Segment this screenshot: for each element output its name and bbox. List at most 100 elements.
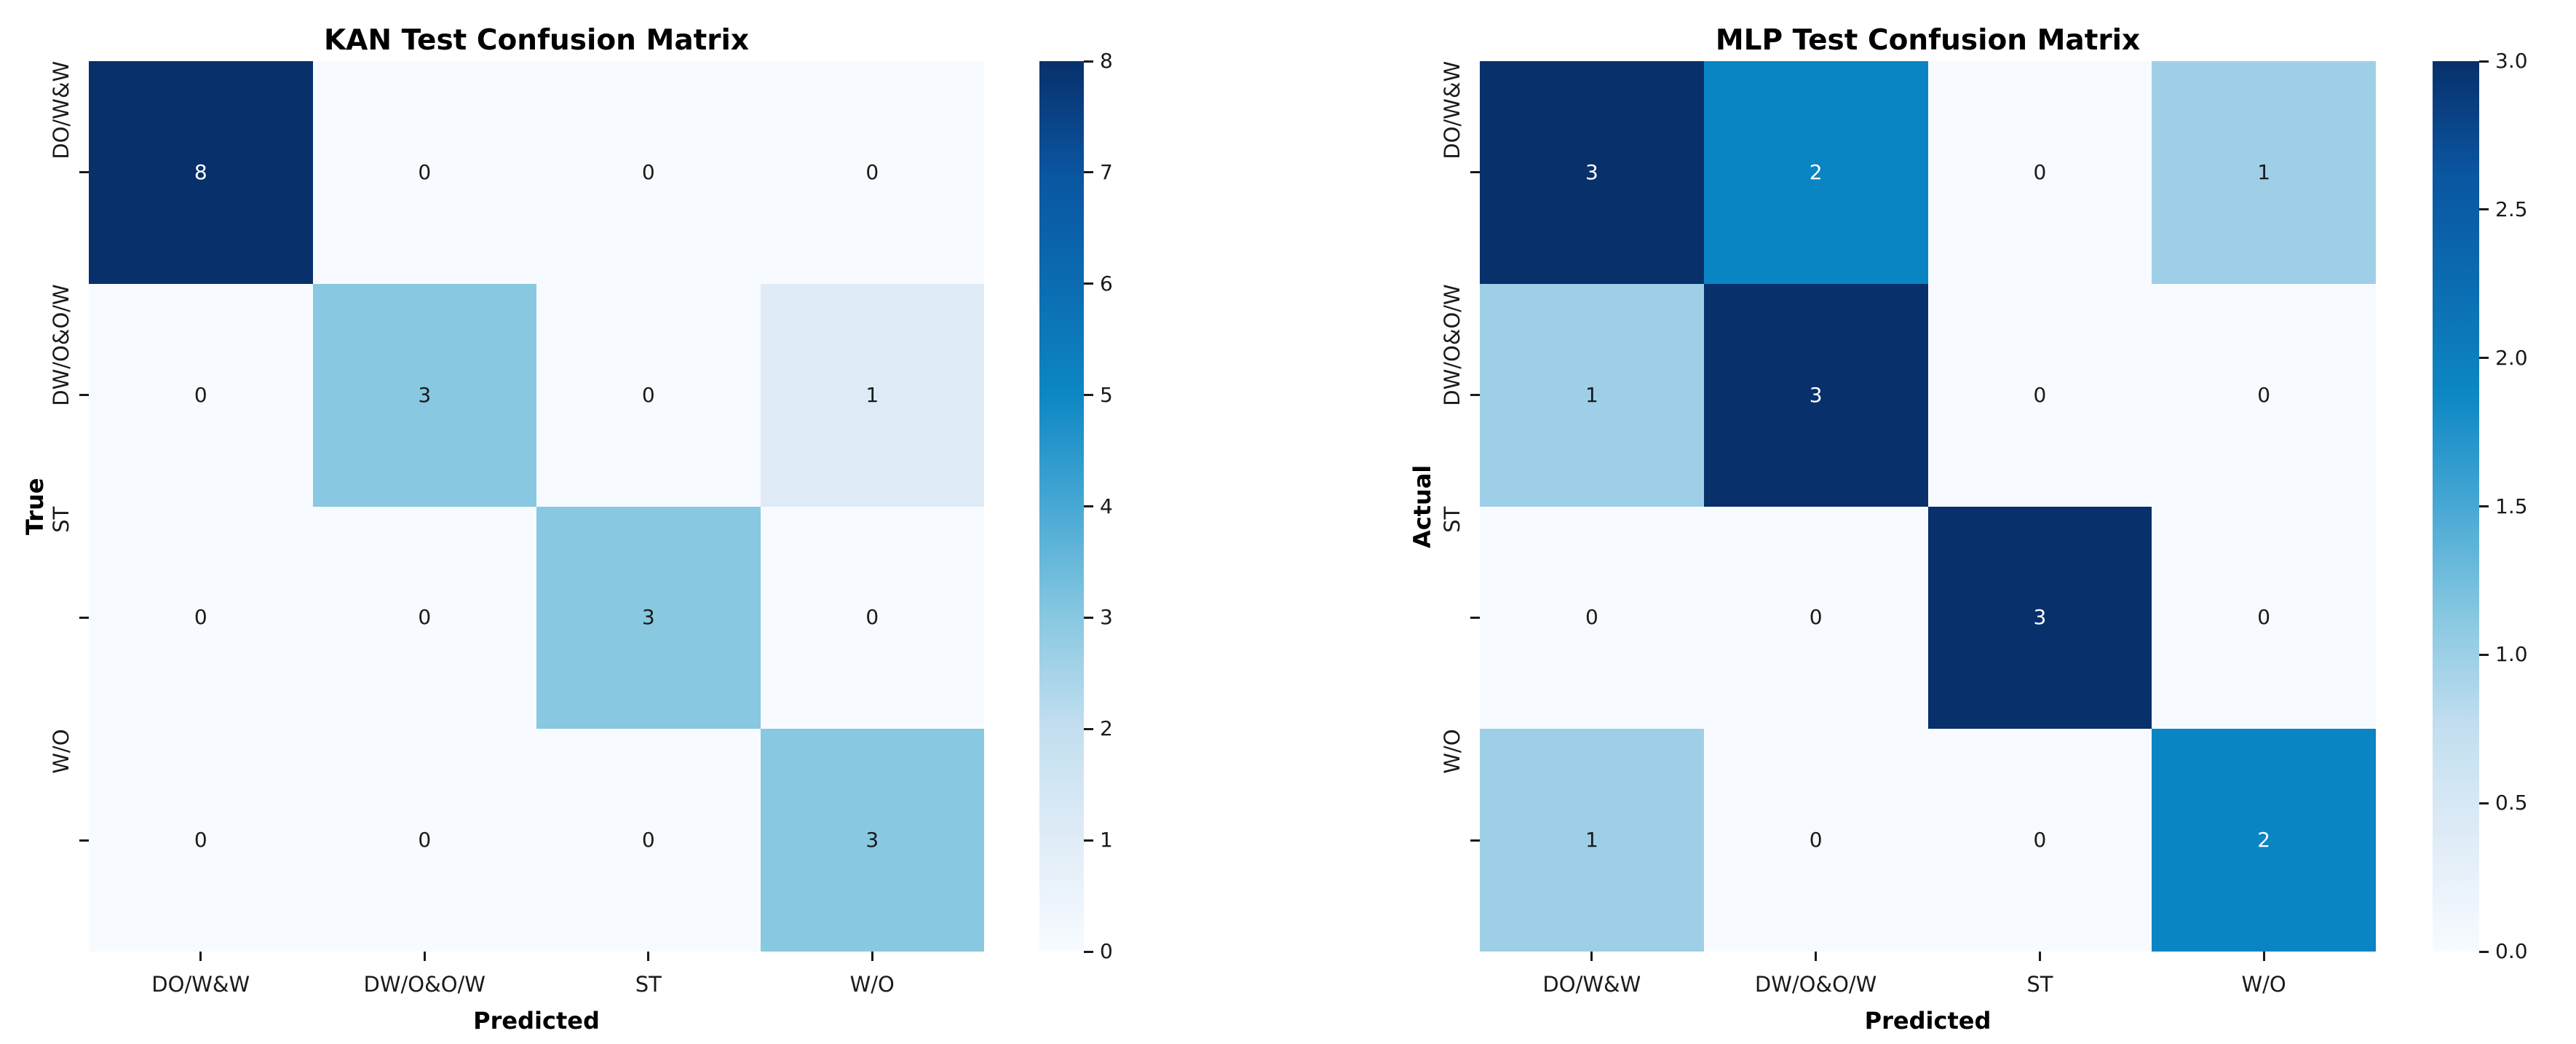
cell-value: 0 <box>1809 605 1823 630</box>
colorbar-tick-mark <box>2479 60 2489 63</box>
cell-value: 0 <box>2033 159 2047 184</box>
cell-value: 0 <box>865 159 879 184</box>
chart-title: KAN Test Confusion Matrix <box>323 24 750 57</box>
colorbar-tick-label: 8 <box>1100 49 1113 73</box>
chart-title: MLP Test Confusion Matrix <box>1715 24 2141 57</box>
colorbar-tick-label: 2 <box>1100 716 1113 741</box>
colorbar <box>1039 61 1084 952</box>
colorbar-tick-mark <box>1084 616 1093 619</box>
heatmap-cell-r3c3: 3 <box>760 729 984 952</box>
heatmap-cell-r3c0: 1 <box>1480 729 1704 952</box>
colorbar-tick-label: 2.5 <box>2495 197 2528 221</box>
x-tick-label: W/O <box>849 972 895 997</box>
heatmap-cell-r1c0: 0 <box>89 283 313 507</box>
cell-value: 1 <box>865 382 879 407</box>
heatmap-cell-r3c2: 0 <box>1927 729 2152 952</box>
colorbar-tick-label: 6 <box>1100 271 1113 296</box>
heatmap-cell-r2c1: 0 <box>1703 506 1928 729</box>
heatmap-cell-r0c3: 1 <box>2152 61 2376 284</box>
cell-value: 3 <box>1809 382 1823 407</box>
y-tick-mark <box>79 171 89 174</box>
x-tick-mark <box>2262 952 2265 961</box>
cell-value: 0 <box>418 159 432 184</box>
colorbar-tick-mark <box>2479 653 2489 656</box>
y-tick-label: W/O <box>49 729 74 774</box>
cell-value: 3 <box>1585 159 1598 184</box>
colorbar-tick-label: 2.0 <box>2495 345 2528 370</box>
cell-value: 0 <box>641 159 655 184</box>
heatmap-cell-r3c2: 0 <box>536 729 761 952</box>
y-tick-mark <box>79 616 89 619</box>
colorbar-tick-mark <box>1084 60 1093 63</box>
cell-value: 1 <box>2257 159 2271 184</box>
y-tick-mark <box>79 394 89 397</box>
heatmap-cell-r0c1: 2 <box>1703 61 1928 284</box>
colorbar <box>2433 61 2479 952</box>
x-tick-label: W/O <box>2241 972 2286 997</box>
colorbar-tick-mark <box>1084 950 1093 953</box>
colorbar-tick-mark <box>1084 171 1093 174</box>
colorbar-tick-mark <box>1084 839 1093 842</box>
x-tick-label: ST <box>635 972 662 997</box>
y-tick-mark <box>1470 171 1480 174</box>
heatmap-cell-r3c3: 2 <box>2152 729 2376 952</box>
colorbar-tick-label: 0 <box>1100 939 1113 963</box>
x-tick-mark <box>871 952 873 961</box>
cell-value: 3 <box>641 605 655 630</box>
colorbar-tick-label: 3 <box>1100 605 1113 630</box>
colorbar-tick-mark <box>1084 727 1093 730</box>
x-tick-mark <box>199 952 202 961</box>
cell-value: 0 <box>1585 605 1598 630</box>
x-axis-label: Predicted <box>1864 1007 1992 1035</box>
heatmap-cell-r0c0: 3 <box>1480 61 1704 284</box>
cell-value: 0 <box>865 605 879 630</box>
heatmap-cell-r3c1: 0 <box>1703 729 1928 952</box>
colorbar-tick-mark <box>2479 208 2489 211</box>
x-tick-label: DW/O&O/W <box>1754 972 1877 997</box>
y-tick-mark <box>1470 839 1480 842</box>
y-tick-mark <box>1470 616 1480 619</box>
x-tick-label: ST <box>2026 972 2053 997</box>
colorbar-tick-label: 1 <box>1100 828 1113 853</box>
heatmap-cell-r1c0: 1 <box>1480 283 1704 507</box>
colorbar-tick-label: 0.0 <box>2495 939 2528 963</box>
colorbar-tick-label: 7 <box>1100 159 1113 184</box>
y-tick-label: DO/W&W <box>49 61 74 159</box>
cell-value: 3 <box>418 382 432 407</box>
x-tick-mark <box>423 952 426 961</box>
cell-value: 0 <box>194 605 207 630</box>
heatmap-cell-r0c2: 0 <box>536 61 761 284</box>
cell-value: 1 <box>1585 828 1598 853</box>
heatmap-cell-r1c2: 0 <box>1927 283 2152 507</box>
cell-value: 0 <box>641 828 655 853</box>
heatmap-cell-r1c1: 3 <box>312 283 536 507</box>
colorbar-tick-label: 0.5 <box>2495 791 2528 815</box>
x-tick-mark <box>1815 952 1818 961</box>
y-tick-label: ST <box>49 506 74 533</box>
cell-value: 0 <box>418 605 432 630</box>
y-tick-label: DW/O&O/W <box>49 283 74 406</box>
x-axis-label: Predicted <box>473 1007 600 1035</box>
colorbar-tick-mark <box>2479 357 2489 360</box>
y-tick-label: DW/O&O/W <box>1440 283 1465 406</box>
colorbar-tick-mark <box>2479 950 2489 953</box>
cell-value: 2 <box>2257 828 2271 853</box>
heatmap-cell-r2c1: 0 <box>312 506 536 729</box>
cell-value: 3 <box>2033 605 2047 630</box>
cell-value: 0 <box>194 828 207 853</box>
x-tick-mark <box>1590 952 1593 961</box>
heatmap-cell-r2c3: 0 <box>760 506 984 729</box>
colorbar-tick-mark <box>1084 282 1093 285</box>
cell-value: 2 <box>1809 159 1823 184</box>
cell-value: 3 <box>865 828 879 853</box>
y-axis-label: Actual <box>1408 464 1436 548</box>
colorbar-tick-mark <box>1084 505 1093 507</box>
heatmap-cell-r1c2: 0 <box>536 283 761 507</box>
colorbar-tick-mark <box>2479 802 2489 804</box>
y-axis-label: True <box>21 478 49 535</box>
heatmap-cell-r2c2: 3 <box>1927 506 2152 729</box>
cell-value: 0 <box>194 382 207 407</box>
y-tick-mark <box>1470 394 1480 397</box>
cell-value: 0 <box>2033 828 2047 853</box>
